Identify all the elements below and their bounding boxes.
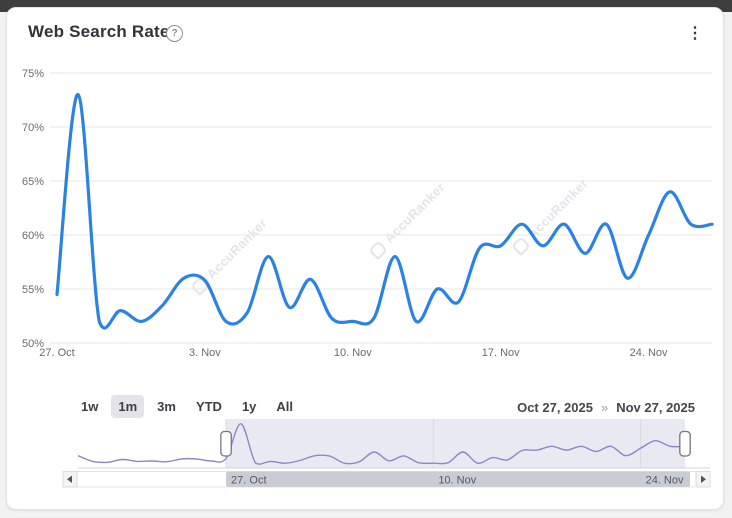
range-button-ytd[interactable]: YTD (189, 395, 229, 418)
date-range: Oct 27, 2025 » Nov 27, 2025 (517, 400, 695, 415)
x-axis-label: 10. Nov (334, 347, 372, 359)
navigator-axis-label: 10. Nov (438, 475, 476, 487)
navigator-series (77, 423, 686, 465)
y-axis-label: 70% (22, 122, 44, 134)
x-axis-label: 24. Nov (630, 347, 668, 359)
navigator-axis-label: 24. Nov (646, 475, 684, 487)
navigator-right-handle[interactable] (679, 430, 691, 457)
date-to[interactable]: Nov 27, 2025 (616, 400, 695, 415)
date-from[interactable]: Oct 27, 2025 (517, 400, 593, 415)
x-axis-label: 27. Oct (39, 347, 74, 359)
right-arrow-icon (701, 475, 706, 483)
navigator-axis-label: 27. Oct (231, 475, 266, 487)
range-button-1w[interactable]: 1w (74, 395, 105, 418)
range-selector: 1w 1m 3m YTD 1y All (74, 395, 300, 418)
left-arrow-icon (67, 475, 72, 483)
date-separator-icon: » (600, 400, 609, 415)
navigator-left-handle[interactable] (220, 430, 232, 457)
help-glyph: ? (171, 28, 178, 39)
navigator-selected-range[interactable] (226, 419, 686, 468)
x-axis-label: 3. Nov (189, 347, 221, 359)
range-button-1m[interactable]: 1m (111, 395, 145, 418)
web-search-rate-series (55, 92, 714, 330)
y-axis-label: 60% (22, 230, 44, 242)
range-button-1y[interactable]: 1y (235, 395, 263, 418)
y-axis-label: 65% (22, 176, 44, 188)
help-icon[interactable]: ? (166, 25, 183, 42)
y-axis-label: 55% (22, 284, 44, 296)
page-title: Web Search Rate (28, 22, 170, 41)
range-button-3m[interactable]: 3m (150, 395, 183, 418)
range-button-all[interactable]: All (269, 395, 300, 418)
y-axis-label: 50% (22, 338, 44, 350)
y-axis-label: 75% (22, 68, 44, 80)
kebab-menu-icon[interactable]: ⋮ (687, 25, 703, 42)
scrollbar-thumb[interactable] (226, 471, 691, 488)
chart-plot-area[interactable] (57, 73, 712, 343)
x-axis-label: 17. Nov (482, 347, 520, 359)
